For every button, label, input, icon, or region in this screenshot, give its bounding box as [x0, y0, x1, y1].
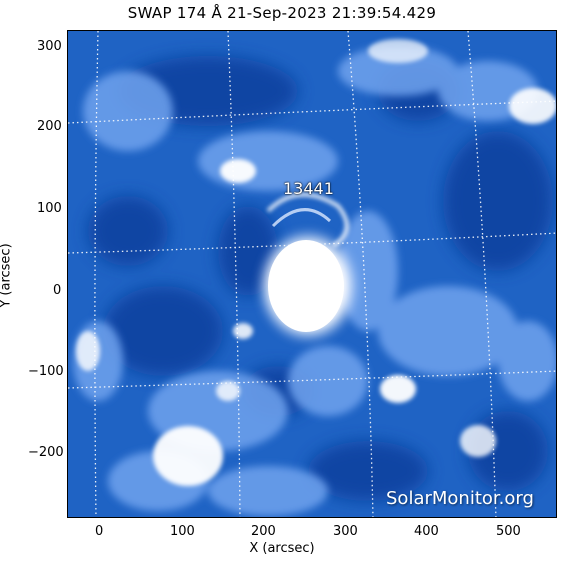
solar-image-svg [68, 31, 556, 517]
bright-features [76, 39, 556, 486]
y-tick: −100 [28, 364, 64, 379]
y-tick: −200 [28, 445, 64, 460]
active-region-core [256, 192, 360, 344]
x-tick: 300 [333, 524, 358, 539]
solar-image [67, 30, 557, 518]
y-tick: 300 [37, 39, 62, 54]
y-tick: 200 [37, 119, 62, 134]
x-tick: 200 [251, 524, 276, 539]
y-tick: 0 [53, 283, 62, 298]
lat-lon-grid [68, 31, 556, 517]
x-tick: 400 [414, 524, 439, 539]
y-tick: 100 [37, 201, 62, 216]
x-axis-label: X (arcsec) [249, 541, 315, 556]
watermark: SolarMonitor.org [386, 488, 534, 509]
active-region-label: 13441 [283, 179, 334, 198]
x-tick: 500 [496, 524, 521, 539]
x-tick: 100 [170, 524, 195, 539]
y-axis-label: Y (arcsec) [0, 243, 14, 308]
image-title: SWAP 174 Å 21-Sep-2023 21:39:54.429 [127, 4, 437, 22]
x-tick: 0 [95, 524, 104, 539]
